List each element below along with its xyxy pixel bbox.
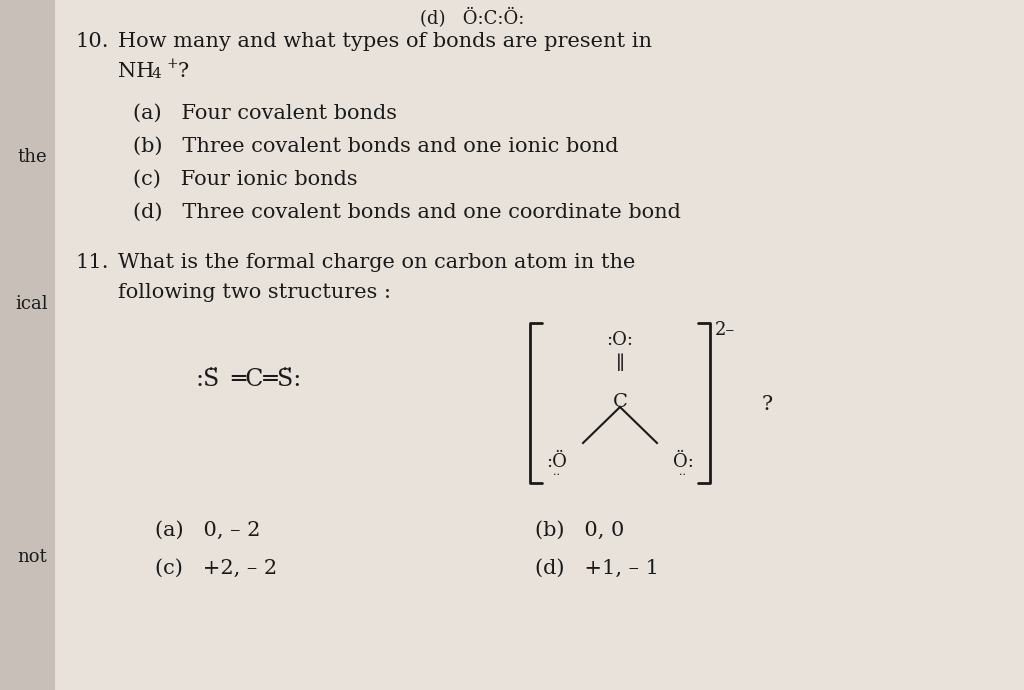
Text: 11.: 11. bbox=[75, 253, 109, 272]
Text: Ö:: Ö: bbox=[673, 453, 693, 471]
Text: ═C═: ═C═ bbox=[231, 368, 278, 391]
Text: :Ö: :Ö bbox=[547, 453, 567, 471]
Text: (d)   Ö:C:Ö:: (d) Ö:C:Ö: bbox=[420, 8, 524, 28]
Text: (d)   Three covalent bonds and one coordinate bond: (d) Three covalent bonds and one coordin… bbox=[133, 203, 681, 222]
Text: +: + bbox=[166, 57, 177, 71]
Text: (b)   Three covalent bonds and one ionic bond: (b) Three covalent bonds and one ionic b… bbox=[133, 137, 618, 156]
Text: S̈:: S̈: bbox=[278, 368, 301, 391]
Text: (b)   0, 0: (b) 0, 0 bbox=[535, 521, 625, 540]
Text: ical: ical bbox=[15, 295, 48, 313]
Text: the: the bbox=[17, 148, 47, 166]
Text: following two structures :: following two structures : bbox=[118, 283, 391, 302]
Text: 4: 4 bbox=[152, 67, 162, 81]
Text: 2–: 2– bbox=[715, 321, 735, 339]
Text: How many and what types of bonds are present in: How many and what types of bonds are pre… bbox=[118, 32, 652, 51]
Text: (c)   Four ionic bonds: (c) Four ionic bonds bbox=[133, 170, 357, 189]
Text: :S̈: :S̈ bbox=[195, 368, 219, 391]
Text: NH: NH bbox=[118, 62, 155, 81]
Text: ?: ? bbox=[178, 62, 189, 81]
Text: ..: .. bbox=[680, 467, 686, 477]
Text: ∥: ∥ bbox=[615, 355, 625, 373]
Text: C: C bbox=[612, 393, 628, 411]
Text: ?: ? bbox=[762, 395, 773, 414]
Text: not: not bbox=[17, 548, 47, 566]
FancyBboxPatch shape bbox=[55, 0, 1024, 690]
Text: (c)   +2, – 2: (c) +2, – 2 bbox=[155, 559, 278, 578]
FancyBboxPatch shape bbox=[0, 0, 55, 690]
Text: ..: .. bbox=[554, 467, 560, 477]
Text: (d)   +1, – 1: (d) +1, – 1 bbox=[535, 559, 659, 578]
Text: (a)   0, – 2: (a) 0, – 2 bbox=[155, 521, 260, 540]
Text: 10.: 10. bbox=[75, 32, 109, 51]
Text: (a)   Four covalent bonds: (a) Four covalent bonds bbox=[133, 104, 397, 123]
Text: What is the formal charge on carbon atom in the: What is the formal charge on carbon atom… bbox=[118, 253, 635, 272]
Text: :O:: :O: bbox=[606, 331, 634, 349]
